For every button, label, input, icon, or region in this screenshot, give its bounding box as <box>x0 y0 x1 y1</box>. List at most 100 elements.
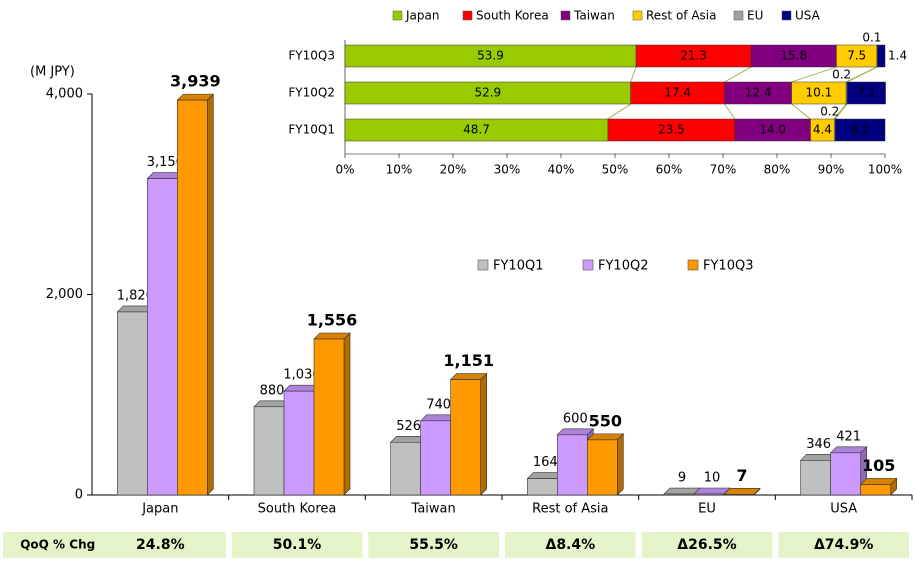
data-label: 0.1 <box>862 31 881 45</box>
data-label: 17.4 <box>664 86 691 100</box>
connector-line <box>833 103 847 120</box>
connector-line <box>791 66 837 83</box>
data-label: 1.4 <box>888 49 907 63</box>
table-cell <box>95 532 226 558</box>
legend-label: South Korea <box>476 9 549 23</box>
data-label: 7 <box>736 466 747 485</box>
x-tick-label: 40% <box>548 163 575 177</box>
y-tick-label: 2,000 <box>46 287 83 302</box>
x-tick-label: South Korea <box>258 502 337 517</box>
data-label: 21.3 <box>680 49 707 63</box>
bar <box>723 493 755 496</box>
bar-top <box>586 433 625 441</box>
table-cell-text: 55.5% <box>409 537 458 553</box>
data-label: 7.1 <box>857 86 876 100</box>
x-tick-label: 0% <box>335 163 354 177</box>
data-label: 1,556 <box>307 311 358 330</box>
data-label: 526 <box>396 419 421 434</box>
data-label: 9 <box>678 471 686 486</box>
data-label: 7.5 <box>847 49 866 63</box>
x-tick-label: 10% <box>386 163 413 177</box>
legend-label: FY10Q1 <box>493 259 543 274</box>
bar-top <box>449 373 488 380</box>
legend-label: EU <box>747 9 763 23</box>
y-axis-label: (M JPY) <box>30 65 75 80</box>
x-tick-label: 60% <box>656 163 683 177</box>
legend-label: FY10Q2 <box>598 259 648 274</box>
data-label: 880 <box>260 383 285 398</box>
bar <box>177 99 208 496</box>
data-label: 1,036 <box>283 368 320 383</box>
bar-top <box>693 487 731 495</box>
x-tick-label: 70% <box>710 163 737 177</box>
y-tick-label: FY10Q2 <box>288 86 335 100</box>
y-tick-label: 0 <box>75 488 83 503</box>
table-cell <box>641 532 773 558</box>
legend-swatch <box>687 259 699 271</box>
data-label: 15.8 <box>780 49 807 63</box>
x-tick-label: 80% <box>764 163 791 177</box>
data-label: 4.4 <box>813 123 832 137</box>
table-cell-text: Δ8.4% <box>545 537 595 553</box>
bar-side <box>207 93 214 496</box>
table-cell-text: Δ74.9% <box>814 537 873 553</box>
bar <box>527 478 558 496</box>
data-label: 53.9 <box>477 49 504 63</box>
connector-line <box>607 103 631 120</box>
legend-swatch <box>560 10 571 21</box>
table-header: QoQ % Chg. <box>20 538 100 552</box>
bar-top <box>313 332 351 340</box>
table-cell-text: 24.8% <box>136 537 185 553</box>
bar-segment <box>846 81 886 105</box>
connector-line <box>835 103 848 120</box>
bar-side <box>617 433 624 496</box>
table-cell <box>231 532 363 558</box>
legend-swatch <box>582 259 594 271</box>
legend-label: Japan <box>405 9 439 23</box>
bar <box>830 452 861 496</box>
bar <box>420 420 451 496</box>
table-cell <box>505 532 636 558</box>
bar <box>587 439 618 496</box>
legend-label: FY10Q3 <box>703 259 753 274</box>
bar <box>313 338 345 496</box>
data-label: 1,151 <box>443 351 494 370</box>
x-tick-label: 50% <box>602 163 629 177</box>
bar-side <box>480 372 487 496</box>
data-label: 164 <box>533 455 558 470</box>
data-label: 0.2 <box>820 105 839 119</box>
x-tick-label: 100% <box>868 163 902 177</box>
legend-label: Rest of Asia <box>646 9 716 23</box>
bar-segment <box>877 44 886 68</box>
connector-line <box>847 66 878 83</box>
connector-line <box>724 66 752 83</box>
x-tick-label: Japan <box>141 502 178 517</box>
legend-label: USA <box>795 9 821 23</box>
data-label: 1,826 <box>117 288 154 303</box>
x-tick-label: EU <box>698 502 716 517</box>
data-label: 10.1 <box>805 86 832 100</box>
legend-swatch <box>733 10 744 21</box>
bar <box>557 434 588 496</box>
data-label: 12.4 <box>745 86 772 100</box>
bar <box>450 379 481 496</box>
x-tick-label: 30% <box>494 163 521 177</box>
connector-line <box>791 103 811 120</box>
data-label: 9.2 <box>851 123 870 137</box>
table-cell <box>778 532 909 558</box>
legend-label: Taiwan <box>573 9 615 23</box>
bar-side <box>343 332 351 496</box>
x-tick-label: Taiwan <box>411 502 456 517</box>
bar <box>663 493 695 496</box>
data-label: 23.5 <box>658 123 685 137</box>
data-label: 10 <box>704 470 721 485</box>
y-tick-label: 4,000 <box>46 87 83 102</box>
legend-swatch <box>462 10 473 21</box>
bar-top <box>176 93 215 101</box>
bar-top <box>723 487 761 495</box>
data-label: 346 <box>806 437 831 452</box>
bar <box>147 178 178 496</box>
x-tick-label: 20% <box>440 163 467 177</box>
connector-line <box>724 103 736 120</box>
data-label: 14.0 <box>759 123 786 137</box>
